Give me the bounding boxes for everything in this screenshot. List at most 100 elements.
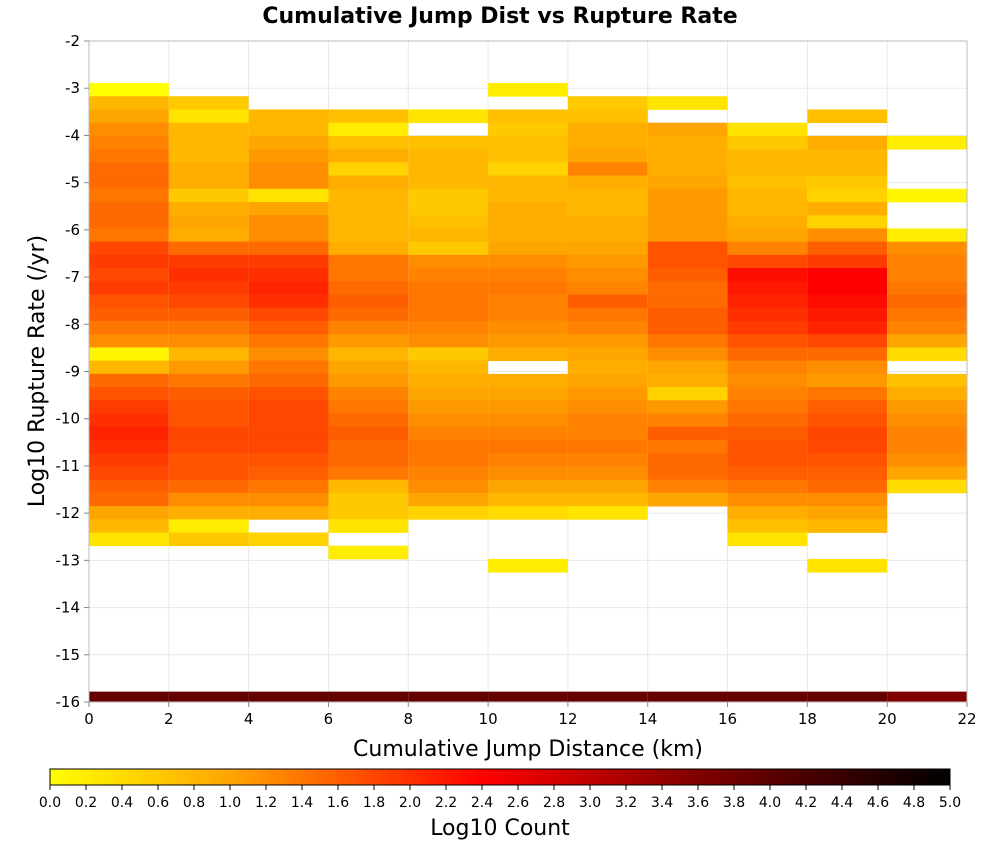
- heatmap-cell: [248, 387, 329, 401]
- heatmap-cell: [488, 413, 568, 428]
- heatmap-cell: [567, 188, 648, 203]
- x-tick-label: 20: [878, 710, 897, 728]
- heatmap-cell: [807, 413, 888, 428]
- heatmap-cell: [89, 215, 169, 229]
- heatmap-cell: [328, 320, 409, 335]
- heatmap-cell: [168, 188, 249, 203]
- heatmap-cell: [488, 135, 568, 150]
- heatmap-cell: [647, 439, 728, 454]
- heatmap-cell: [248, 307, 329, 322]
- heatmap-cell: [408, 387, 489, 401]
- heatmap-cell: [328, 122, 409, 137]
- heatmap-cell: [328, 347, 409, 362]
- heatmap-cell: [567, 254, 648, 269]
- colorbar-tick-label: 4.0: [759, 795, 781, 811]
- heatmap-cell: [887, 268, 967, 282]
- heatmap-cell: [567, 347, 648, 362]
- colorbar-tick-label: 2.6: [507, 795, 529, 811]
- heatmap-cell: [328, 360, 409, 375]
- colorbar-tick-label: 4.6: [867, 795, 889, 811]
- heatmap-cell: [168, 360, 249, 375]
- heatmap-cell: [89, 426, 169, 441]
- x-tick-label: 6: [324, 710, 334, 728]
- heatmap-cell: [567, 241, 648, 256]
- colorbar-tick-label: 2.8: [543, 795, 565, 811]
- heatmap-cell: [89, 254, 169, 269]
- heatmap-cell: [248, 360, 329, 375]
- heatmap-cell: [168, 241, 249, 256]
- heatmap-cell: [248, 241, 329, 256]
- heatmap-cell: [248, 228, 329, 243]
- heatmap-cell: [168, 109, 249, 124]
- heatmap-cell: [647, 202, 728, 216]
- colorbar-tick-label: 0.0: [39, 795, 61, 811]
- heatmap-cell: [89, 320, 169, 335]
- heatmap-cell: [168, 228, 249, 243]
- heatmap-cell: [168, 400, 249, 414]
- heatmap-cell: [567, 162, 648, 176]
- heatmap-cell: [248, 188, 329, 203]
- heatmap-cell: [488, 453, 568, 467]
- heatmap-cell: [408, 347, 489, 362]
- heatmap-cell: [328, 439, 409, 454]
- heatmap-cell: [248, 162, 329, 176]
- x-tick-label: 14: [638, 710, 657, 728]
- heatmap-cell: [887, 413, 967, 428]
- heatmap-cell: [807, 109, 888, 124]
- heatmap-cell: [807, 320, 888, 335]
- heatmap-cell: [89, 83, 169, 97]
- heatmap-cell: [488, 691, 568, 702]
- heatmap-cell: [328, 281, 409, 295]
- y-tick-label: -5: [65, 174, 80, 192]
- colorbar-tick-label: 2.0: [399, 795, 421, 811]
- heatmap-cell: [567, 122, 648, 137]
- heatmap-cell: [89, 307, 169, 322]
- heatmap-cell: [408, 135, 489, 150]
- heatmap-cell: [567, 281, 648, 295]
- heatmap-cell: [647, 334, 728, 348]
- heatmap-cell: [408, 162, 489, 176]
- heatmap-cell: [168, 519, 249, 533]
- x-tick-label: 12: [558, 710, 577, 728]
- heatmap-cell: [328, 228, 409, 243]
- heatmap-cell: [89, 162, 169, 176]
- y-tick-label: -15: [56, 646, 81, 664]
- heatmap-cell: [328, 175, 409, 190]
- heatmap-cell: [89, 360, 169, 375]
- heatmap-cell: [328, 400, 409, 414]
- heatmap-cell: [807, 162, 888, 176]
- colorbar-tick-label: 0.2: [75, 795, 97, 811]
- heatmap-cell: [727, 691, 808, 702]
- colorbar-tick-label: 0.8: [183, 795, 205, 811]
- heatmap-cell: [727, 122, 808, 137]
- heatmap-cell: [168, 691, 249, 702]
- heatmap-cell: [248, 691, 329, 702]
- heatmap-cell: [408, 320, 489, 335]
- heatmap-cell: [328, 254, 409, 269]
- heatmap-cell: [328, 188, 409, 203]
- heatmap-cell: [807, 307, 888, 322]
- colorbar-tick-label: 2.4: [471, 795, 493, 811]
- heatmap-cell: [488, 334, 568, 348]
- heatmap-cell: [647, 479, 728, 494]
- heatmap-cell: [887, 188, 967, 203]
- heatmap-cell: [887, 387, 967, 401]
- heatmap-cell: [248, 135, 329, 150]
- colorbar-tick-label: 4.4: [831, 795, 853, 811]
- chart-title: Cumulative Jump Dist vs Rupture Rate: [262, 4, 737, 29]
- heatmap-cell: [727, 162, 808, 176]
- colorbar-tick-label: 5.0: [939, 795, 961, 811]
- heatmap-cell: [488, 426, 568, 441]
- y-tick-label: -7: [65, 268, 80, 286]
- colorbar-tick-label: 0.6: [147, 795, 169, 811]
- heatmap-cell: [248, 453, 329, 467]
- heatmap-cell: [248, 320, 329, 335]
- x-tick-label: 10: [479, 710, 498, 728]
- heatmap-cell: [248, 373, 329, 388]
- colorbar-tick-label: 4.2: [795, 795, 817, 811]
- heatmap-cell: [408, 373, 489, 388]
- heatmap-cell: [567, 691, 648, 702]
- heatmap-cell: [567, 109, 648, 124]
- y-tick-label: -6: [65, 221, 80, 239]
- heatmap-cell: [328, 506, 409, 520]
